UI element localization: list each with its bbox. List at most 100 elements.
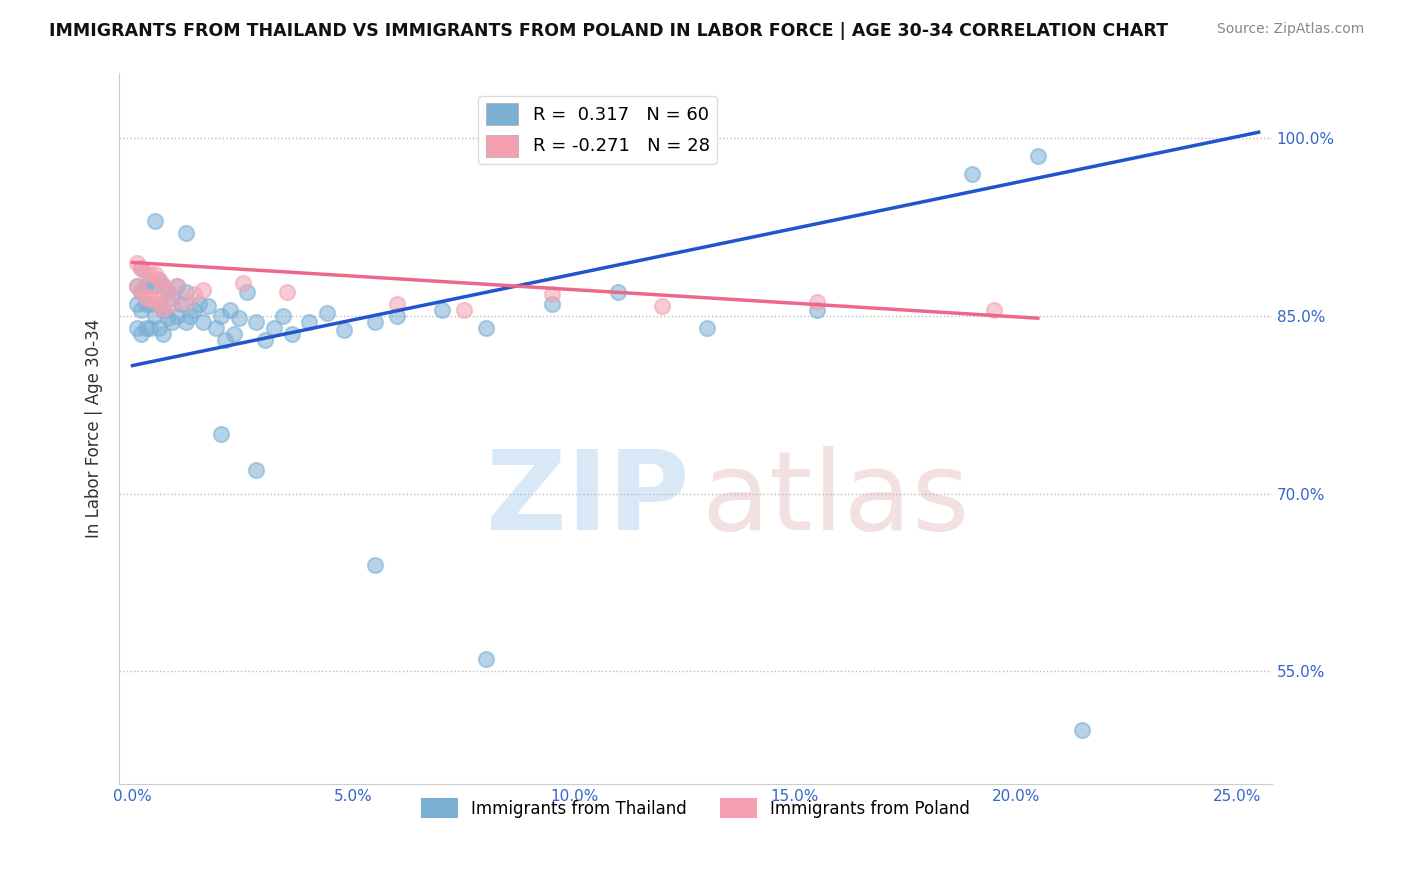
Point xyxy=(205,320,228,334)
Point xyxy=(193,283,215,297)
Point xyxy=(135,297,157,311)
Point xyxy=(387,309,409,323)
Point xyxy=(162,291,184,305)
Point xyxy=(162,315,184,329)
Point xyxy=(143,268,166,282)
Point xyxy=(139,268,162,282)
Point xyxy=(183,287,205,301)
Point xyxy=(245,315,267,329)
Point xyxy=(125,297,148,311)
Point xyxy=(143,214,166,228)
Point xyxy=(315,306,337,320)
Point xyxy=(541,287,564,301)
Point xyxy=(148,297,170,311)
Point xyxy=(387,297,409,311)
Point xyxy=(193,315,215,329)
Point xyxy=(232,276,254,290)
Point xyxy=(280,326,302,341)
Point xyxy=(156,285,179,299)
Point xyxy=(607,285,630,299)
Point xyxy=(156,311,179,326)
Point xyxy=(651,299,673,313)
Point xyxy=(218,302,240,317)
Point xyxy=(156,285,179,299)
Point xyxy=(806,294,828,309)
Point xyxy=(298,315,321,329)
Text: atlas: atlas xyxy=(702,446,970,553)
Point xyxy=(179,309,201,323)
Point xyxy=(263,320,285,334)
Point xyxy=(131,285,153,299)
Point xyxy=(135,320,157,334)
Point xyxy=(166,309,188,323)
Point xyxy=(131,285,153,299)
Text: ZIP: ZIP xyxy=(486,446,690,553)
Point xyxy=(253,333,276,347)
Point xyxy=(174,294,197,309)
Point xyxy=(364,315,387,329)
Point xyxy=(131,326,153,341)
Point xyxy=(333,323,356,337)
Point xyxy=(222,326,245,341)
Point xyxy=(148,320,170,334)
Point xyxy=(131,302,153,317)
Point xyxy=(125,320,148,334)
Point xyxy=(174,315,197,329)
Point xyxy=(197,299,219,313)
Point xyxy=(430,302,453,317)
Point xyxy=(475,320,498,334)
Text: IMMIGRANTS FROM THAILAND VS IMMIGRANTS FROM POLAND IN LABOR FORCE | AGE 30-34 CO: IMMIGRANTS FROM THAILAND VS IMMIGRANTS F… xyxy=(49,22,1168,40)
Point xyxy=(276,285,298,299)
Point xyxy=(135,268,157,282)
Point xyxy=(139,291,162,305)
Point xyxy=(125,279,148,293)
Point xyxy=(152,279,174,293)
Point xyxy=(125,279,148,293)
Point xyxy=(475,652,498,666)
Point xyxy=(148,273,170,287)
Point xyxy=(143,291,166,305)
Point xyxy=(131,261,153,276)
Legend: Immigrants from Thailand, Immigrants from Poland: Immigrants from Thailand, Immigrants fro… xyxy=(415,791,977,825)
Point xyxy=(1026,149,1049,163)
Point xyxy=(453,302,475,317)
Point xyxy=(174,226,197,240)
Point xyxy=(364,558,387,572)
Point xyxy=(166,279,188,293)
Point xyxy=(152,326,174,341)
Point xyxy=(131,261,153,276)
Point xyxy=(152,301,174,316)
Point xyxy=(983,302,1005,317)
Point xyxy=(1071,723,1094,738)
Point xyxy=(170,297,193,311)
Point xyxy=(183,302,205,317)
Point xyxy=(125,255,148,269)
Point xyxy=(541,297,564,311)
Point xyxy=(135,279,157,293)
Point xyxy=(148,297,170,311)
Point xyxy=(271,309,294,323)
Point xyxy=(174,285,197,299)
Point xyxy=(139,297,162,311)
Y-axis label: In Labor Force | Age 30-34: In Labor Force | Age 30-34 xyxy=(86,318,103,538)
Point xyxy=(139,273,162,287)
Point xyxy=(960,167,983,181)
Point xyxy=(696,320,718,334)
Point xyxy=(166,279,188,293)
Point xyxy=(209,427,232,442)
Text: Source: ZipAtlas.com: Source: ZipAtlas.com xyxy=(1216,22,1364,37)
Point xyxy=(209,309,232,323)
Point xyxy=(187,297,209,311)
Point xyxy=(143,279,166,293)
Point xyxy=(236,285,259,299)
Point xyxy=(152,278,174,293)
Point xyxy=(228,311,250,326)
Point xyxy=(214,333,236,347)
Point xyxy=(143,309,166,323)
Point xyxy=(139,320,162,334)
Point xyxy=(162,297,184,311)
Point xyxy=(806,302,828,317)
Point xyxy=(148,273,170,287)
Point xyxy=(245,463,267,477)
Point xyxy=(152,302,174,317)
